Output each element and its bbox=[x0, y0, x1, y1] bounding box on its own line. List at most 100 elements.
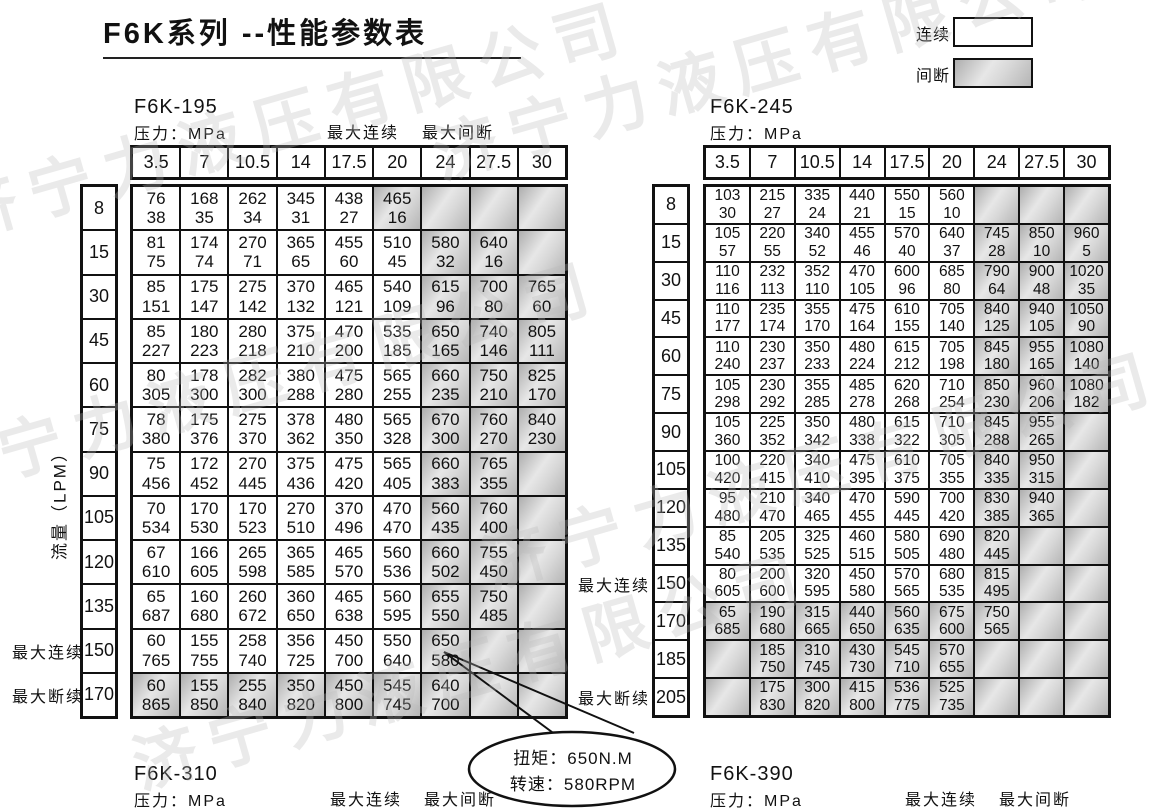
speed-value: 502 bbox=[431, 562, 460, 582]
speed-value: 132 bbox=[286, 296, 315, 316]
speed-value: 470 bbox=[759, 507, 786, 525]
torque-value: 105 bbox=[714, 225, 741, 243]
data-cell: 230 237 bbox=[749, 337, 795, 376]
speed-value: 185 bbox=[383, 340, 412, 360]
speed-value: 180 bbox=[983, 356, 1010, 374]
data-cell: 480 338 bbox=[839, 413, 885, 451]
data-cell: 315 665 bbox=[794, 602, 840, 641]
speed-value: 278 bbox=[849, 394, 876, 412]
torque-value: 705 bbox=[938, 452, 965, 470]
torque-value: 110 bbox=[715, 338, 740, 356]
data-cell: 580 505 bbox=[884, 526, 930, 565]
speed-value: 355 bbox=[479, 473, 508, 493]
data-cell: 360 650 bbox=[276, 584, 325, 629]
data-cell: 365 585 bbox=[276, 540, 325, 585]
data-cell: 610 375 bbox=[884, 450, 930, 489]
torque-value: 650 bbox=[431, 321, 460, 341]
speed-value: 540 bbox=[714, 545, 741, 563]
speed-value: 525 bbox=[804, 545, 831, 563]
torque-value: 470 bbox=[383, 498, 412, 518]
torque-value: 220 bbox=[759, 452, 786, 470]
data-cell: 170 530 bbox=[180, 495, 229, 540]
speed-value: 27 bbox=[339, 208, 359, 228]
torque-value: 190 bbox=[759, 603, 786, 621]
speed-value: 580 bbox=[431, 650, 460, 670]
flow-row-header: 30 bbox=[654, 261, 688, 300]
torque-value: 560 bbox=[431, 498, 460, 518]
torque-value: 750 bbox=[983, 603, 1010, 621]
torque-value: 640 bbox=[938, 225, 965, 243]
torque-value: 365 bbox=[286, 542, 315, 562]
torque-value: 340 bbox=[804, 452, 831, 470]
torque-value: 690 bbox=[938, 527, 965, 545]
torque-value: 232 bbox=[759, 262, 786, 280]
data-cell: 750 210 bbox=[469, 363, 518, 408]
data-cell: 175 376 bbox=[180, 407, 229, 452]
data-cell: 81 75 bbox=[132, 230, 181, 275]
speed-value: 165 bbox=[431, 340, 460, 360]
torque-value: 700 bbox=[479, 277, 508, 297]
data-cell: 470 470 bbox=[373, 495, 422, 540]
data-cell: 205 535 bbox=[749, 526, 795, 565]
torque-value: 760 bbox=[479, 410, 508, 429]
speed-value: 410 bbox=[804, 469, 831, 487]
torque-value: 610 bbox=[894, 300, 920, 318]
flow-row-header: 185 bbox=[654, 640, 688, 679]
torque-value: 85 bbox=[718, 527, 737, 545]
data-cell: 560 595 bbox=[373, 584, 422, 629]
flow-row-header: 60 bbox=[82, 363, 116, 408]
speed-value: 383 bbox=[431, 473, 460, 493]
torque-value: 485 bbox=[849, 376, 876, 394]
data-cell: 450 800 bbox=[324, 672, 374, 717]
torque-value: 85 bbox=[146, 321, 166, 341]
speed-value: 182 bbox=[1073, 394, 1100, 412]
data-cell: 232 113 bbox=[749, 261, 795, 300]
speed-value: 10 bbox=[1033, 242, 1051, 260]
pressure-column-header: 3.5 bbox=[705, 147, 750, 178]
table-f6k390-max-continuous-label: 最大连续 bbox=[905, 792, 978, 808]
torque-value: 103 bbox=[714, 187, 741, 205]
torque-value: 166 bbox=[190, 542, 219, 562]
data-cell: 155 850 bbox=[180, 672, 229, 717]
torque-value: 470 bbox=[849, 262, 876, 280]
speed-value: 505 bbox=[894, 545, 920, 563]
speed-value: 570 bbox=[334, 562, 364, 582]
speed-value: 170 bbox=[527, 385, 557, 405]
speed-value: 45 bbox=[387, 252, 407, 272]
torque-value: 350 bbox=[804, 414, 831, 432]
data-cell: 110 116 bbox=[705, 261, 750, 300]
data-cell: 180 223 bbox=[180, 318, 229, 363]
data-cell: 355 285 bbox=[794, 375, 840, 414]
torque-value: 815 bbox=[983, 565, 1010, 583]
torque-value: 620 bbox=[894, 376, 920, 394]
data-cell: 255 840 bbox=[228, 672, 277, 717]
speed-value: 328 bbox=[383, 429, 412, 449]
speed-value: 230 bbox=[527, 429, 557, 449]
callout-torque: 扭矩：650N.M bbox=[513, 749, 633, 768]
data-cell: 174 74 bbox=[180, 230, 229, 275]
row-annotation: 最大断续 bbox=[12, 688, 85, 706]
torque-value: 380 bbox=[286, 365, 315, 385]
speed-value: 292 bbox=[759, 394, 786, 412]
speed-value: 322 bbox=[894, 432, 920, 450]
speed-value: 672 bbox=[238, 606, 267, 626]
torque-value: 375 bbox=[286, 321, 315, 341]
torque-value: 220 bbox=[759, 225, 786, 243]
speed-value: 218 bbox=[238, 340, 267, 360]
torque-value: 450 bbox=[849, 565, 876, 583]
torque-value: 850 bbox=[1028, 225, 1055, 243]
speed-value: 800 bbox=[334, 694, 364, 714]
speed-value: 240 bbox=[714, 356, 741, 374]
data-cell: 660 502 bbox=[421, 540, 470, 585]
speed-value: 365 bbox=[1028, 507, 1055, 525]
torque-value: 470 bbox=[334, 321, 364, 341]
data-cell: 955 265 bbox=[1019, 413, 1065, 451]
data-cell: 350 820 bbox=[276, 672, 325, 717]
data-cell: 325 525 bbox=[794, 526, 840, 565]
torque-value: 1080 bbox=[1069, 376, 1104, 394]
table-f6k245-pressure-label: 压力：MPa bbox=[710, 126, 803, 143]
data-cell: 825 170 bbox=[517, 363, 566, 408]
torque-value: 660 bbox=[431, 454, 460, 474]
speed-value: 580 bbox=[849, 583, 876, 601]
speed-value: 10 bbox=[943, 204, 961, 222]
